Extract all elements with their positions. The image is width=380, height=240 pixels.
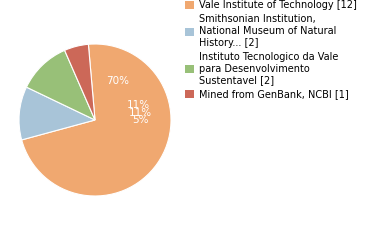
Text: 70%: 70% — [106, 76, 129, 85]
Legend: Vale Institute of Technology [12], Smithsonian Institution,
National Museum of N: Vale Institute of Technology [12], Smith… — [185, 0, 357, 100]
Wedge shape — [65, 44, 95, 120]
Text: 11%: 11% — [128, 108, 152, 118]
Wedge shape — [19, 87, 95, 140]
Text: 11%: 11% — [127, 100, 150, 110]
Text: 5%: 5% — [132, 115, 149, 125]
Wedge shape — [27, 50, 95, 120]
Wedge shape — [22, 44, 171, 196]
